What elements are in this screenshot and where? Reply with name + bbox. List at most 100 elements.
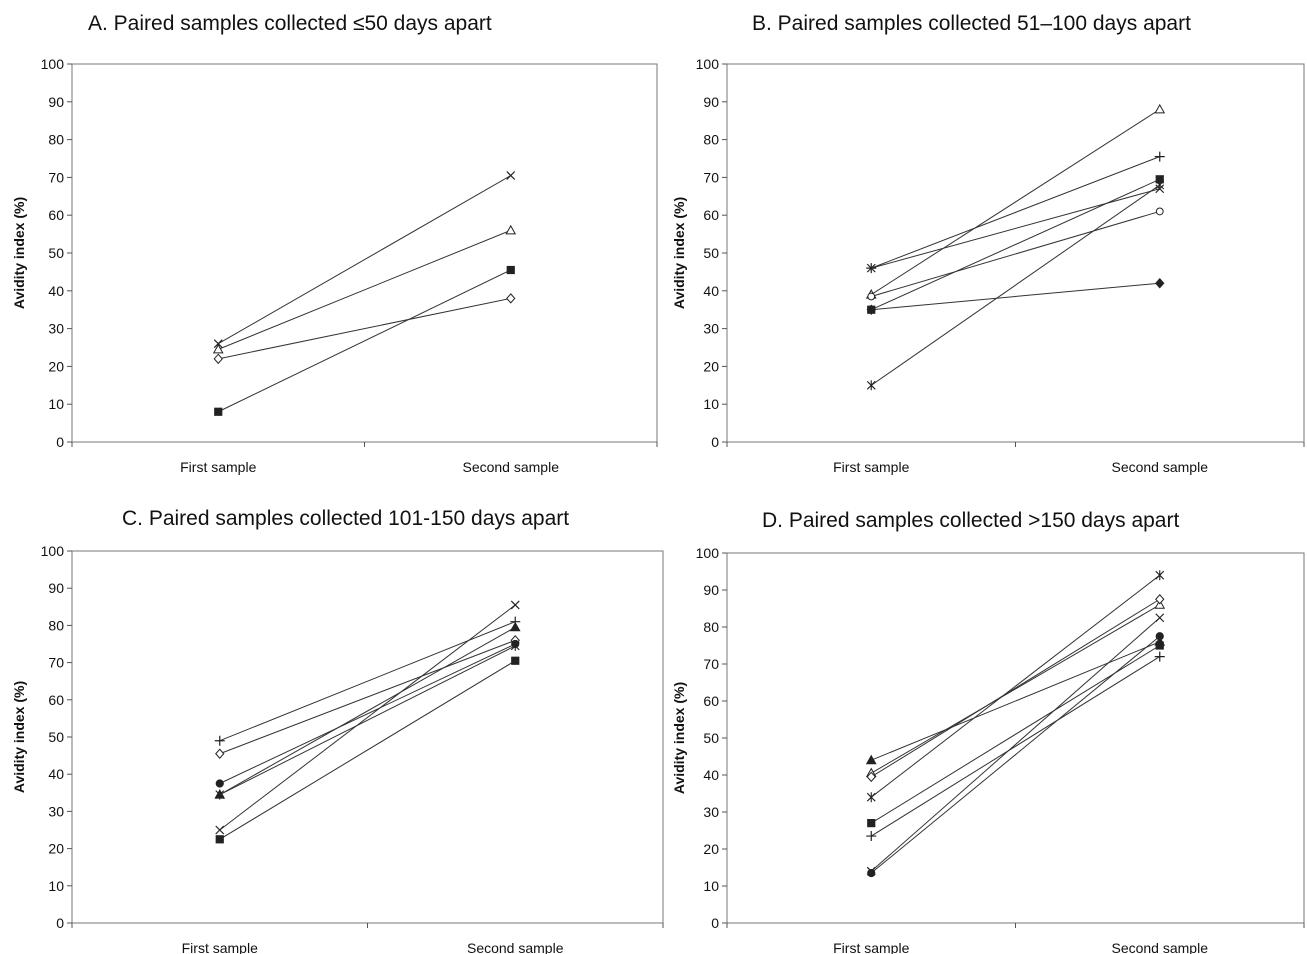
series-4 [214,265,515,416]
series-4 [867,207,1164,301]
data-point [212,343,224,354]
data-point [866,380,876,391]
data-point [215,825,225,835]
series-6 [866,651,1165,842]
y-tick-label: 90 [48,94,64,110]
y-tick-label: 90 [48,580,64,596]
y-tick-label: 30 [48,803,64,819]
y-tick-label: 60 [703,693,719,709]
y-tick-label: 50 [703,730,719,746]
y-tick-label: 80 [703,619,719,635]
series-line [219,639,516,755]
series-line [871,210,1160,297]
y-tick-label: 20 [703,841,719,857]
data-point [506,171,516,180]
y-tick-label: 40 [48,766,64,782]
y-tick-label: 60 [48,692,64,708]
series-1 [214,616,521,746]
series-line [871,188,1160,269]
data-point [505,224,517,235]
y-tick-label: 40 [703,283,719,299]
y-tick-label: 10 [703,396,719,412]
y-tick-label: 50 [703,245,719,261]
data-point [214,407,223,416]
data-point [1155,632,1164,641]
series-line [870,108,1161,296]
y-tick-label: 40 [703,767,719,783]
data-point [865,754,877,765]
series-line [871,641,1160,761]
y-tick-label: 0 [711,434,719,450]
data-point [511,656,520,665]
data-point [213,339,223,349]
series-1 [213,171,516,349]
series-3 [865,103,1166,299]
y-tick-label: 30 [703,804,719,820]
x-category-label: First sample [180,459,256,475]
y-tick-label: 10 [703,878,719,894]
series-8 [867,632,1164,878]
data-point [866,771,876,783]
series-line [871,282,1160,311]
y-tick-label: 20 [48,841,64,857]
y-tick-label: 80 [48,617,64,633]
x-category-label: Second sample [1111,459,1208,475]
y-tick-label: 100 [696,56,720,72]
series-4 [866,570,1165,803]
series-3 [213,293,516,365]
data-point [1155,613,1165,623]
data-point [1155,570,1165,581]
series-line [218,269,511,413]
series-6 [866,277,1165,315]
series-line [219,643,516,784]
y-tick-label: 10 [48,878,64,894]
x-category-label: Second sample [462,459,559,475]
y-tick-label: 90 [703,94,719,110]
series-5 [867,175,1164,314]
data-point [215,789,225,800]
data-point [1155,277,1165,289]
y-tick-label: 20 [703,358,719,374]
series-line [870,617,1161,872]
data-point [214,735,225,746]
plot-area [71,63,658,443]
series-2 [866,151,1165,274]
series-line [219,604,516,831]
plot-area [726,552,1305,924]
data-point [1155,207,1164,216]
series-2 [215,635,520,759]
data-point [867,292,876,301]
y-tick-label: 70 [703,656,719,672]
plot-area [71,550,664,924]
data-point [866,792,876,803]
x-category-label: First sample [833,940,909,954]
data-point [213,353,223,365]
y-tick-label: 40 [48,283,64,299]
data-point [506,293,516,304]
series-6 [215,600,520,835]
series-line [871,156,1160,269]
y-tick-label: 70 [48,169,64,185]
y-tick-label: 10 [48,396,64,412]
y-tick-label: 100 [41,56,65,72]
series-2 [212,224,517,354]
y-tick-label: 80 [703,132,719,148]
y-tick-label: 50 [48,729,64,745]
x-category-label: First sample [833,459,909,475]
series-line [871,178,1160,311]
x-category-label: First sample [182,940,258,954]
y-tick-label: 0 [711,915,719,931]
y-tick-label: 100 [41,543,65,559]
series-7 [866,613,1165,876]
data-point [215,779,224,788]
data-point [506,265,515,275]
data-point [510,640,520,651]
y-tick-label: 100 [696,545,720,561]
series-line [870,656,1161,837]
chart-panel-4: D. Paired samples collected >150 days ap… [671,509,1305,954]
y-tick-label: 0 [56,915,64,931]
data-point [509,621,521,632]
data-point [866,263,877,274]
series-line [870,604,1161,774]
